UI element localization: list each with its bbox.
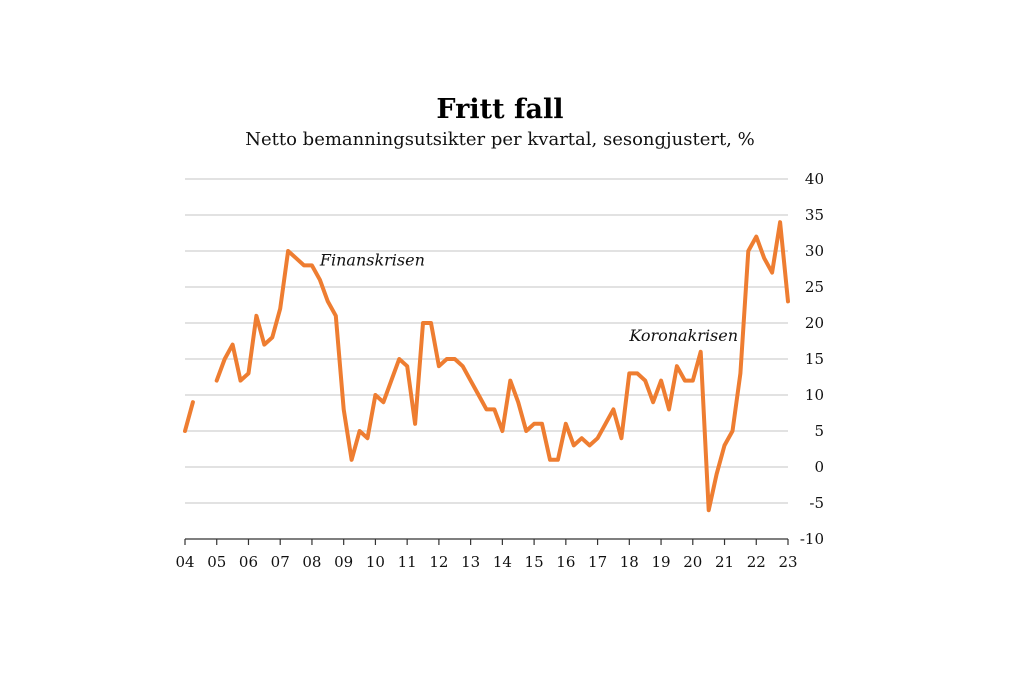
x-tick-label: 07 xyxy=(271,553,290,571)
x-tick-label: 04 xyxy=(175,553,194,571)
x-tick-label: 16 xyxy=(556,553,575,571)
x-tick-label: 06 xyxy=(239,553,258,571)
x-tick-label: 22 xyxy=(747,553,766,571)
y-tick-label: 30 xyxy=(805,242,824,260)
chart-title: Fritt fall xyxy=(436,94,564,125)
x-tick-label: 11 xyxy=(398,553,417,571)
x-axis xyxy=(184,538,789,545)
y-tick-label: 0 xyxy=(814,458,824,476)
x-tick-label: 18 xyxy=(620,553,639,571)
x-tick-label: 14 xyxy=(493,553,512,571)
y-tick-label: -10 xyxy=(800,530,824,548)
y-tick-label: 10 xyxy=(805,386,824,404)
x-tick-label: 12 xyxy=(429,553,448,571)
gridlines xyxy=(185,178,788,504)
x-tick-label: 09 xyxy=(334,553,353,571)
annotation-label: Finanskrisen xyxy=(319,250,425,269)
x-tick-label: 08 xyxy=(302,553,321,571)
x-tick-label: 17 xyxy=(588,553,607,571)
y-tick-label: 40 xyxy=(805,170,824,188)
x-tick-label: 13 xyxy=(461,553,480,571)
y-tick-label: 20 xyxy=(805,314,824,332)
x-tick-label: 05 xyxy=(207,553,226,571)
series-group xyxy=(183,220,790,513)
annotations: Finanskrisen Koronakrisen xyxy=(319,250,738,345)
y-tick-label: -5 xyxy=(809,494,824,512)
y-tick-label: 35 xyxy=(805,206,824,224)
x-tick-label: 21 xyxy=(715,553,734,571)
chart-subtitle: Netto bemanningsutsikter per kvartal, se… xyxy=(245,129,755,150)
y-tick-label: 15 xyxy=(805,350,824,368)
y-tick-label: 25 xyxy=(805,278,824,296)
x-tick-label: 15 xyxy=(525,553,544,571)
annotation-label: Koronakrisen xyxy=(628,326,738,345)
x-tick-label: 19 xyxy=(652,553,671,571)
y-tick-label: 5 xyxy=(814,422,824,440)
x-tick-label: 10 xyxy=(366,553,385,571)
x-axis-labels: 04 05 06 07 08 09 10 11 12 13 14 15 16 17 18 19 20 21 22 23 xyxy=(175,553,797,571)
series-line xyxy=(183,400,195,433)
x-tick-label: 23 xyxy=(778,553,797,571)
y-axis-labels: 40 35 30 25 20 15 10 5 0 -5 -10 xyxy=(800,170,824,548)
x-tick-label: 20 xyxy=(683,553,702,571)
